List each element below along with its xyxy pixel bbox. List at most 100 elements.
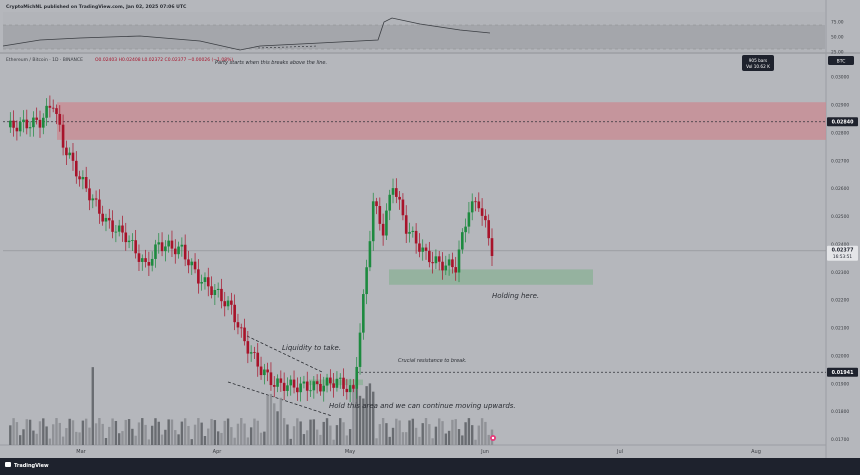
candle-body [342,377,345,389]
volume-bar [220,432,223,445]
candle-body [263,369,266,376]
volume-bar [157,421,160,445]
candle-body [154,244,157,259]
volume-bar [451,419,454,445]
candle-body [223,301,227,307]
volume-bar [180,421,184,445]
candle-body [55,108,58,114]
candle-body [84,177,88,189]
volume-bar [263,431,266,445]
candle-body [259,366,263,376]
candle-body [177,246,180,255]
volume-bar [51,424,55,445]
volume-bar [117,433,121,445]
volume-bar [348,429,352,445]
candle-body [41,117,45,128]
candle-body [140,258,144,262]
volume-bar [108,426,111,445]
volume-bar [269,393,273,445]
candle-body [81,177,85,180]
resistance-zone [57,102,826,140]
price-tick-label: 0.01900 [831,381,849,387]
candle-body [190,261,194,266]
candle-body [457,249,461,273]
volume-bar [282,418,286,445]
candle-body [127,240,131,243]
volume-bar [78,432,81,445]
volume-bar [154,418,157,445]
volume-bar [200,422,203,445]
volume-bar [45,426,48,445]
candle-body [319,383,322,392]
candle-body [289,379,293,386]
volume-bar [279,397,283,445]
volume-bar [339,418,342,445]
volume-bar [401,432,405,445]
candlesticks [8,95,494,403]
rsi-line [2,17,491,51]
volume-bar [147,439,151,445]
candle-body [213,289,217,295]
volume-bar [42,418,45,445]
volume-bar [226,418,230,445]
trendline-lower [227,381,333,417]
volume-bar [266,395,269,445]
resistance-price-label: 0.02840 [832,119,855,125]
currency-badge[interactable] [828,56,854,65]
candle-body [335,378,339,388]
price-axis-ticks: 0.03000 0.02900 0.02800 0.02700 0.02600 0.025… [831,75,849,443]
volume-bar [312,419,316,445]
candle-body [8,120,12,128]
candle-body [203,277,207,282]
volume-bar [355,384,358,445]
volume-bar [431,438,434,445]
candle-body [121,225,124,233]
event-marker-inner [491,436,495,440]
volume-bar [441,421,444,445]
volume-bar [91,367,94,445]
candle-body [12,120,15,128]
volume-bar [193,424,197,445]
last-price-countdown: 16:53:51 [833,254,853,260]
candle-body [437,256,441,262]
volume-bar [84,418,88,445]
bars-badge-count: 905 bars [749,58,767,63]
volume-bar [329,425,332,445]
volume-bar [124,419,127,445]
volume-bar [28,419,32,445]
candle-body [428,250,431,263]
candle-body [137,253,141,262]
candle-body [107,217,111,221]
volume-bar [332,439,335,445]
candle-body [381,223,385,236]
candle-body [464,226,467,233]
support-line-label: 0.01941 [832,370,854,376]
volume-bar [203,436,207,445]
candle-body [484,215,487,221]
candle-body [388,194,392,211]
volume-bar [48,438,52,445]
candle-body [157,242,161,245]
candle-body [279,378,283,383]
time-tick-label: Jul [616,449,623,455]
volume-bar [223,420,226,445]
candle-body [418,243,421,252]
candle-body [371,201,375,242]
candle-body [385,210,388,236]
candle-body [431,262,434,264]
volume-bar [144,424,147,445]
candle-body [200,281,203,284]
candle-body [147,262,151,266]
candle-body [375,201,378,207]
volume-bar [411,418,415,445]
volume-bar [388,436,391,445]
candle-body [444,265,448,271]
candle-body [487,220,491,239]
volume-bar [372,391,375,445]
candle-body [98,199,101,214]
volume-bar [391,427,395,445]
candle-body [78,176,81,180]
candle-body [272,385,276,387]
candle-body [25,119,29,129]
support-line-badge [827,367,858,377]
